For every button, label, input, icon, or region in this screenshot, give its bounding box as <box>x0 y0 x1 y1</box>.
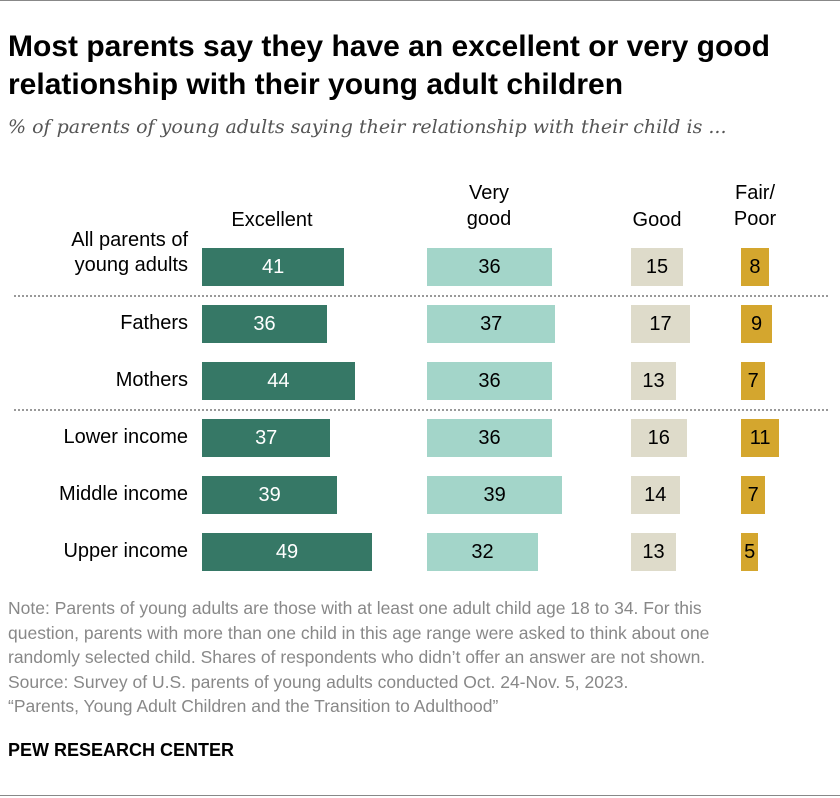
bar-fair-poor: 9 <box>741 305 773 343</box>
bar-excellent: 41 <box>202 248 345 286</box>
report-title: “Parents, Young Adult Children and the T… <box>8 696 499 716</box>
row-label-line: Lower income <box>63 426 188 448</box>
row-label-line: Upper income <box>63 540 188 562</box>
bar-very-good: 37 <box>427 305 556 343</box>
bar-fair-poor: 8 <box>741 248 769 286</box>
bar-excellent: 44 <box>202 362 355 400</box>
row-label: Lower income <box>63 425 188 450</box>
row-label: Middle income <box>59 482 188 507</box>
note: Note: Parents of young adults are those … <box>8 596 838 719</box>
column-header-line: Very <box>468 182 510 204</box>
column-header-line: Good <box>632 209 682 231</box>
bottom-rule <box>0 795 840 796</box>
chart-title: Most parents say they have an excellent … <box>8 30 770 101</box>
column-header-line: Poor <box>733 208 777 230</box>
bar-excellent: 39 <box>202 476 338 514</box>
row-label: Fathers <box>120 311 188 336</box>
bar-fair-poor: 7 <box>741 476 766 514</box>
column-header-good: Good <box>597 207 717 233</box>
column-header-fair-poor: Fair/Poor <box>695 180 815 232</box>
group-separator <box>14 295 828 297</box>
bar-fair-poor: 5 <box>741 533 759 571</box>
note-line: question, parents with more than one chi… <box>8 622 710 643</box>
bar-good: 13 <box>631 362 677 400</box>
row-label-line: Fathers <box>120 312 188 334</box>
row-label-line: All parents of <box>71 229 188 251</box>
bar-very-good: 36 <box>427 419 552 457</box>
note-line: Note: Parents of young adults are those … <box>8 598 702 618</box>
row-label-line: Middle income <box>59 483 188 505</box>
source-line: Source: Survey of U.S. parents of young … <box>8 671 629 692</box>
bar-very-good: 36 <box>427 362 552 400</box>
bar-very-good: 36 <box>427 248 552 286</box>
bar-good: 16 <box>631 419 687 457</box>
group-separator <box>14 409 828 411</box>
bar-fair-poor: 11 <box>741 419 780 457</box>
bar-good: 17 <box>631 305 690 343</box>
top-rule <box>0 0 840 1</box>
bar-excellent: 36 <box>202 305 327 343</box>
row-label-line: Mothers <box>115 369 188 391</box>
bar-good: 13 <box>631 533 677 571</box>
row-label: All parents of young adults <box>71 228 188 278</box>
bar-excellent: 37 <box>202 419 331 457</box>
row-label: Upper income <box>63 539 188 564</box>
bar-fair-poor: 7 <box>741 362 766 400</box>
row-label-line: young adults <box>74 254 188 276</box>
note-line: randomly selected child. Shares of respo… <box>8 647 706 667</box>
bar-very-good: 39 <box>427 476 563 514</box>
bar-good: 14 <box>631 476 680 514</box>
column-header-line: Excellent <box>231 209 313 231</box>
column-header-line: good <box>466 208 512 230</box>
column-header-excellent: Excellent <box>212 207 332 233</box>
column-header-line: Fair/ <box>735 182 775 204</box>
bar-excellent: 49 <box>202 533 373 571</box>
row-label: Mothers <box>116 368 188 393</box>
bar-good: 15 <box>631 248 684 286</box>
chart-subtitle: % of parents of young adults saying thei… <box>8 116 727 138</box>
column-header-very-good: Very good <box>429 180 549 232</box>
brand-logo-text: PEW RESEARCH CENTER <box>8 740 235 760</box>
bar-very-good: 32 <box>427 533 539 571</box>
